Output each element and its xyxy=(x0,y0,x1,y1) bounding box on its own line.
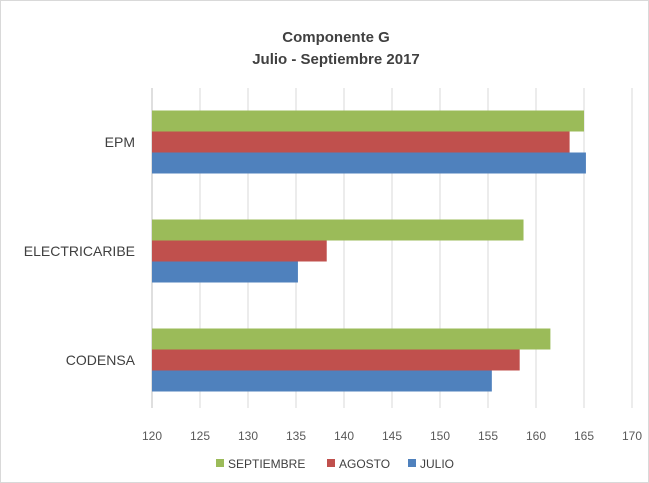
x-tick-label: 135 xyxy=(286,429,306,443)
chart-title: Componente G xyxy=(282,29,390,46)
category-label: EPM xyxy=(105,134,135,150)
bar-electricaribe-agosto xyxy=(152,240,327,262)
x-tick-label: 125 xyxy=(190,429,210,443)
x-tick-label: 155 xyxy=(478,429,498,443)
legend-swatch xyxy=(408,459,416,467)
bars xyxy=(152,110,586,392)
legend-swatch xyxy=(327,459,335,467)
x-axis-ticks: 120 125 130 135 140 145 150 155 160 165 170 xyxy=(142,429,642,443)
x-tick-label: 160 xyxy=(526,429,546,443)
bar-epm-agosto xyxy=(152,131,570,153)
x-tick-label: 165 xyxy=(574,429,594,443)
legend-label: JULIO xyxy=(420,457,454,471)
category-label: ELECTRICARIBE xyxy=(24,243,135,259)
bar-electricaribe-julio xyxy=(152,261,298,283)
bar-epm-septiembre xyxy=(152,110,584,132)
category-labels: EPM ELECTRICARIBE CODENSA xyxy=(24,134,136,368)
bar-codensa-agosto xyxy=(152,349,520,371)
x-tick-label: 145 xyxy=(382,429,402,443)
legend-label: SEPTIEMBRE xyxy=(228,457,305,471)
bar-codensa-septiembre xyxy=(152,328,551,350)
category-label: CODENSA xyxy=(66,352,136,368)
legend-label: AGOSTO xyxy=(339,457,390,471)
bar-electricaribe-septiembre xyxy=(152,219,524,241)
x-tick-label: 150 xyxy=(430,429,450,443)
x-tick-label: 120 xyxy=(142,429,162,443)
legend-swatch xyxy=(216,459,224,467)
x-tick-label: 170 xyxy=(622,429,642,443)
x-tick-label: 130 xyxy=(238,429,258,443)
x-tick-label: 140 xyxy=(334,429,354,443)
chart-subtitle: Julio - Septiembre 2017 xyxy=(252,51,420,68)
legend: SEPTIEMBRE AGOSTO JULIO xyxy=(216,457,454,471)
bar-epm-julio xyxy=(152,152,586,174)
bar-codensa-julio xyxy=(152,370,492,392)
